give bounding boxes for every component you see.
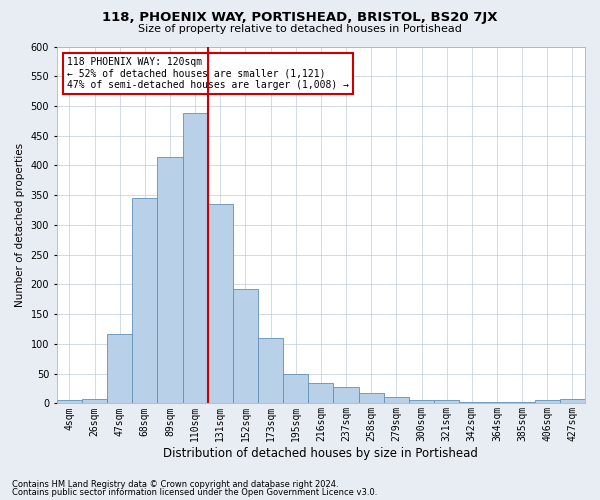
Bar bbox=[258, 338, 283, 404]
Bar bbox=[384, 398, 409, 404]
Bar bbox=[459, 402, 484, 404]
Bar bbox=[132, 198, 157, 404]
Text: Size of property relative to detached houses in Portishead: Size of property relative to detached ho… bbox=[138, 24, 462, 34]
Text: 118 PHOENIX WAY: 120sqm
← 52% of detached houses are smaller (1,121)
47% of semi: 118 PHOENIX WAY: 120sqm ← 52% of detache… bbox=[67, 57, 349, 90]
Bar bbox=[359, 392, 384, 404]
Bar bbox=[308, 382, 334, 404]
Bar bbox=[535, 400, 560, 404]
Bar bbox=[283, 374, 308, 404]
Bar bbox=[484, 402, 509, 404]
Bar bbox=[182, 113, 208, 404]
Bar bbox=[107, 334, 132, 404]
Bar bbox=[509, 402, 535, 404]
Bar bbox=[434, 400, 459, 404]
Text: 118, PHOENIX WAY, PORTISHEAD, BRISTOL, BS20 7JX: 118, PHOENIX WAY, PORTISHEAD, BRISTOL, B… bbox=[102, 11, 498, 24]
Bar bbox=[57, 400, 82, 404]
Bar bbox=[560, 400, 585, 404]
Text: Contains HM Land Registry data © Crown copyright and database right 2024.: Contains HM Land Registry data © Crown c… bbox=[12, 480, 338, 489]
Bar bbox=[233, 288, 258, 404]
Y-axis label: Number of detached properties: Number of detached properties bbox=[15, 143, 25, 307]
Bar bbox=[157, 156, 182, 404]
Bar bbox=[409, 400, 434, 404]
Bar bbox=[334, 388, 359, 404]
Text: Contains public sector information licensed under the Open Government Licence v3: Contains public sector information licen… bbox=[12, 488, 377, 497]
X-axis label: Distribution of detached houses by size in Portishead: Distribution of detached houses by size … bbox=[163, 447, 478, 460]
Bar bbox=[208, 204, 233, 404]
Bar bbox=[82, 400, 107, 404]
